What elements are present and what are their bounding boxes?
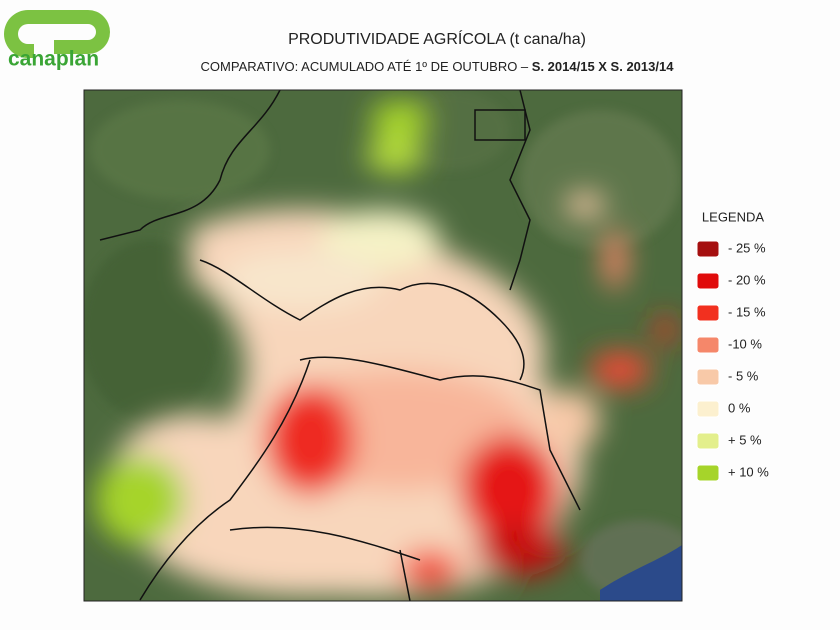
subtitle: COMPARATIVO: ACUMULADO ATÉ 1º DE OUTUBRO… <box>201 59 675 74</box>
legend-swatch <box>696 336 720 354</box>
legend-label: - 25 % <box>728 240 766 255</box>
legend-label: - 15 % <box>728 304 766 319</box>
legend-swatch <box>696 368 720 386</box>
legend-swatch <box>696 272 720 290</box>
legend-swatch <box>696 432 720 450</box>
legend-swatch <box>696 304 720 322</box>
legend: LEGENDA - 25 % - 20 % - 15 % -10 % - 5 % 0 % +… <box>696 209 769 482</box>
subtitle-bold: S. 2014/15 X S. 2013/14 <box>532 59 674 74</box>
map <box>84 90 682 601</box>
legend-label: 0 % <box>728 400 751 415</box>
subtitle-text: COMPARATIVO: ACUMULADO ATÉ 1º DE OUTUBRO… <box>201 59 532 74</box>
logo-text: canaplan <box>8 48 99 71</box>
legend-swatch <box>696 240 720 258</box>
legend-label: - 20 % <box>728 272 766 287</box>
legend-label: -10 % <box>728 336 762 351</box>
title: PRODUTIVIDADE AGRÍCOLA (t cana/ha) <box>288 29 586 48</box>
legend-label: + 5 % <box>728 432 762 447</box>
legend-label: - 5 % <box>728 368 759 383</box>
legend-swatch <box>696 400 720 418</box>
logo: canaplan <box>4 10 110 71</box>
legend-title: LEGENDA <box>702 209 764 224</box>
legend-swatch <box>696 464 720 482</box>
legend-label: + 10 % <box>728 464 769 479</box>
